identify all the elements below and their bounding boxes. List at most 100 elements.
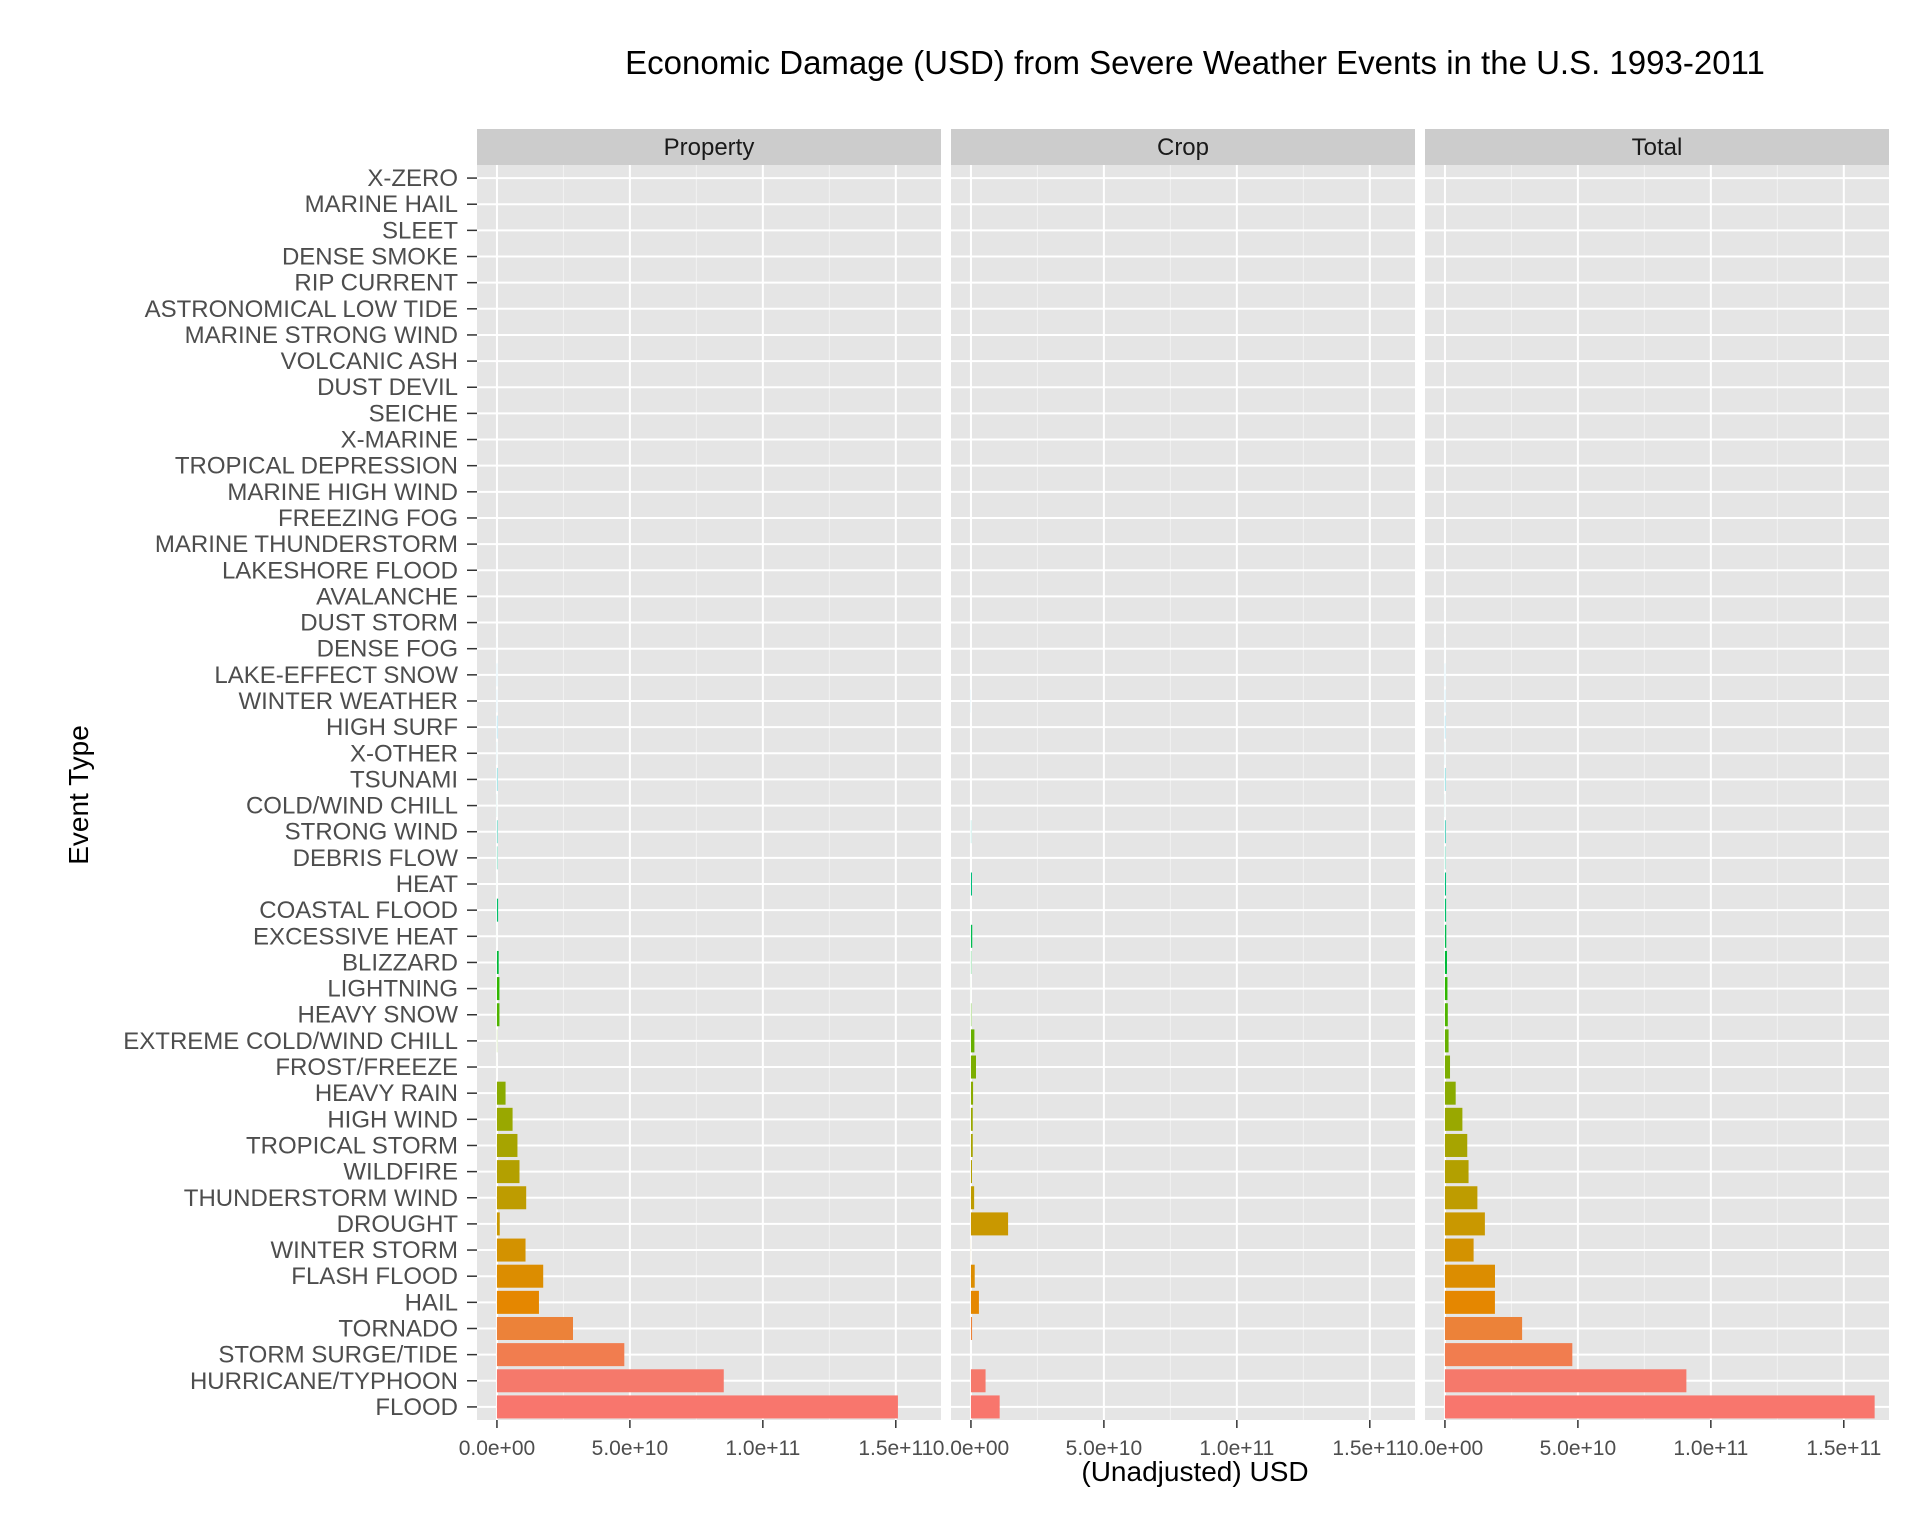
category-label-flash-flood: FLASH FLOOD <box>291 1263 458 1290</box>
chart-title: Economic Damage (USD) from Severe Weathe… <box>625 44 1765 81</box>
category-label-lakeshore-flood: LAKESHORE FLOOD <box>222 557 458 584</box>
bar-crop-flash-flood <box>970 1264 975 1288</box>
bar-total-drought <box>1444 1212 1485 1236</box>
bar-total-wildfire <box>1444 1160 1469 1184</box>
category-label-lake-effect-snow: LAKE-EFFECT SNOW <box>214 662 458 689</box>
bar-total-tropical-storm <box>1444 1133 1468 1157</box>
bar-total-flash-flood <box>1444 1264 1495 1288</box>
bar-total-lightning <box>1444 977 1448 1001</box>
bar-total-extreme-cold-wind-chill <box>1444 1029 1449 1053</box>
bar-total-heavy-rain <box>1444 1081 1456 1105</box>
bar-crop-wildfire <box>970 1160 973 1184</box>
bar-total-coastal-flood <box>1444 898 1447 922</box>
x-tick-label-total: 1.0e+11 <box>1673 1437 1748 1460</box>
bar-property-drought <box>496 1212 500 1236</box>
bar-property-high-wind <box>496 1107 513 1131</box>
category-label-avalanche: AVALANCHE <box>316 583 458 610</box>
category-label-high-surf: HIGH SURF <box>326 714 458 741</box>
panel-background-total <box>1425 165 1889 1420</box>
category-label-dust-devil: DUST DEVIL <box>317 374 458 401</box>
bar-crop-tornado <box>970 1316 973 1340</box>
bar-total-flood <box>1444 1395 1875 1419</box>
bar-crop-thunderstorm-wind <box>970 1186 975 1210</box>
bar-property-thunderstorm-wind <box>496 1186 527 1210</box>
bar-property-hurricane-typhoon <box>496 1369 724 1393</box>
x-tick-label-property: 1.5e+11 <box>858 1437 933 1460</box>
facet-label-property: Property <box>664 134 755 161</box>
category-label-volcanic-ash: VOLCANIC ASH <box>281 348 458 375</box>
category-label-marine-thunderstorm: MARINE THUNDERSTORM <box>155 531 458 558</box>
category-label-marine-high-wind: MARINE HIGH WIND <box>227 479 458 506</box>
x-tick-label-total: 5.0e+10 <box>1540 1437 1617 1460</box>
bar-crop-high-wind <box>970 1107 973 1131</box>
bar-crop-hail <box>970 1290 979 1314</box>
category-label-tropical-depression: TROPICAL DEPRESSION <box>175 453 458 480</box>
bar-property-heavy-rain <box>496 1081 506 1105</box>
bar-crop-heat <box>970 872 973 896</box>
bar-property-tornado <box>496 1316 573 1340</box>
category-label-heavy-rain: HEAVY RAIN <box>315 1080 458 1107</box>
category-label-coastal-flood: COASTAL FLOOD <box>259 897 458 924</box>
category-label-flood: FLOOD <box>375 1394 458 1421</box>
bar-total-tornado <box>1444 1316 1523 1340</box>
category-label-wildfire: WILDFIRE <box>343 1159 458 1186</box>
category-label-freezing-fog: FREEZING FOG <box>278 505 458 532</box>
x-tick-label-crop: 1.5e+11 <box>1332 1437 1407 1460</box>
x-axis-title: (Unadjusted) USD <box>1081 1456 1308 1487</box>
bar-property-blizzard <box>496 950 499 974</box>
x-tick-label-crop: 1.0e+11 <box>1199 1437 1274 1460</box>
bar-total-strong-wind <box>1444 820 1446 844</box>
y-axis-title: Event Type <box>63 725 94 865</box>
bar-crop-flood <box>970 1395 1000 1419</box>
bar-property-flash-flood <box>496 1264 544 1288</box>
category-label-heavy-snow: HEAVY SNOW <box>298 1002 459 1029</box>
category-label-tornado: TORNADO <box>338 1315 458 1342</box>
facet-strip-crop <box>951 129 1415 165</box>
category-label-excessive-heat: EXCESSIVE HEAT <box>253 923 458 950</box>
bar-crop-frost-freeze <box>970 1055 976 1079</box>
bar-total-blizzard <box>1444 950 1447 974</box>
bar-property-heavy-snow <box>496 1003 500 1027</box>
category-label-marine-hail: MARINE HAIL <box>305 191 458 218</box>
category-label-tropical-storm: TROPICAL STORM <box>246 1132 458 1159</box>
category-label-rip-current: RIP CURRENT <box>294 270 458 297</box>
bar-total-thunderstorm-wind <box>1444 1186 1478 1210</box>
facet-strip-property <box>477 129 941 165</box>
bar-crop-drought <box>970 1212 1009 1236</box>
category-label-x-other: X-OTHER <box>350 740 458 767</box>
category-label-dust-storm: DUST STORM <box>300 610 458 637</box>
x-tick-label-property: 1.0e+11 <box>725 1437 800 1460</box>
facet-strip-total <box>1425 129 1889 165</box>
x-tick-label-total: 0.0e+00 <box>1407 1437 1484 1460</box>
bar-total-heat <box>1444 872 1447 896</box>
category-label-blizzard: BLIZZARD <box>342 949 458 976</box>
bar-crop-excessive-heat <box>970 924 973 948</box>
category-label-x-marine: X-MARINE <box>341 427 458 454</box>
bar-property-winter-storm <box>496 1238 526 1262</box>
category-label-hurricane-typhoon: HURRICANE/TYPHOON <box>190 1368 458 1395</box>
category-label-drought: DROUGHT <box>337 1211 459 1238</box>
bar-property-lightning <box>496 977 500 1001</box>
bar-total-hail <box>1444 1290 1495 1314</box>
bar-crop-heavy-rain <box>970 1081 974 1105</box>
category-label-hail: HAIL <box>405 1289 458 1316</box>
x-tick-label-crop: 5.0e+10 <box>1066 1437 1143 1460</box>
bar-total-heavy-snow <box>1444 1003 1448 1027</box>
bar-property-storm-surge-tide <box>496 1343 625 1367</box>
bar-property-flood <box>496 1395 898 1419</box>
x-tick-label-property: 0.0e+00 <box>459 1437 536 1460</box>
facet-label-total: Total <box>1632 134 1683 161</box>
category-label-tsunami: TSUNAMI <box>350 766 458 793</box>
category-label-cold-wind-chill: COLD/WIND CHILL <box>246 793 458 820</box>
category-label-frost-freeze: FROST/FREEZE <box>275 1054 458 1081</box>
bar-crop-extreme-cold-wind-chill <box>970 1029 975 1053</box>
bar-total-winter-storm <box>1444 1238 1474 1262</box>
bar-total-frost-freeze <box>1444 1055 1451 1079</box>
panel-background-crop <box>951 165 1415 1420</box>
category-label-winter-storm: WINTER STORM <box>270 1237 458 1264</box>
category-label-sleet: SLEET <box>382 217 458 244</box>
category-label-dense-smoke: DENSE SMOKE <box>282 244 458 271</box>
category-label-heat: HEAT <box>396 871 459 898</box>
category-label-marine-strong-wind: MARINE STRONG WIND <box>185 322 458 349</box>
